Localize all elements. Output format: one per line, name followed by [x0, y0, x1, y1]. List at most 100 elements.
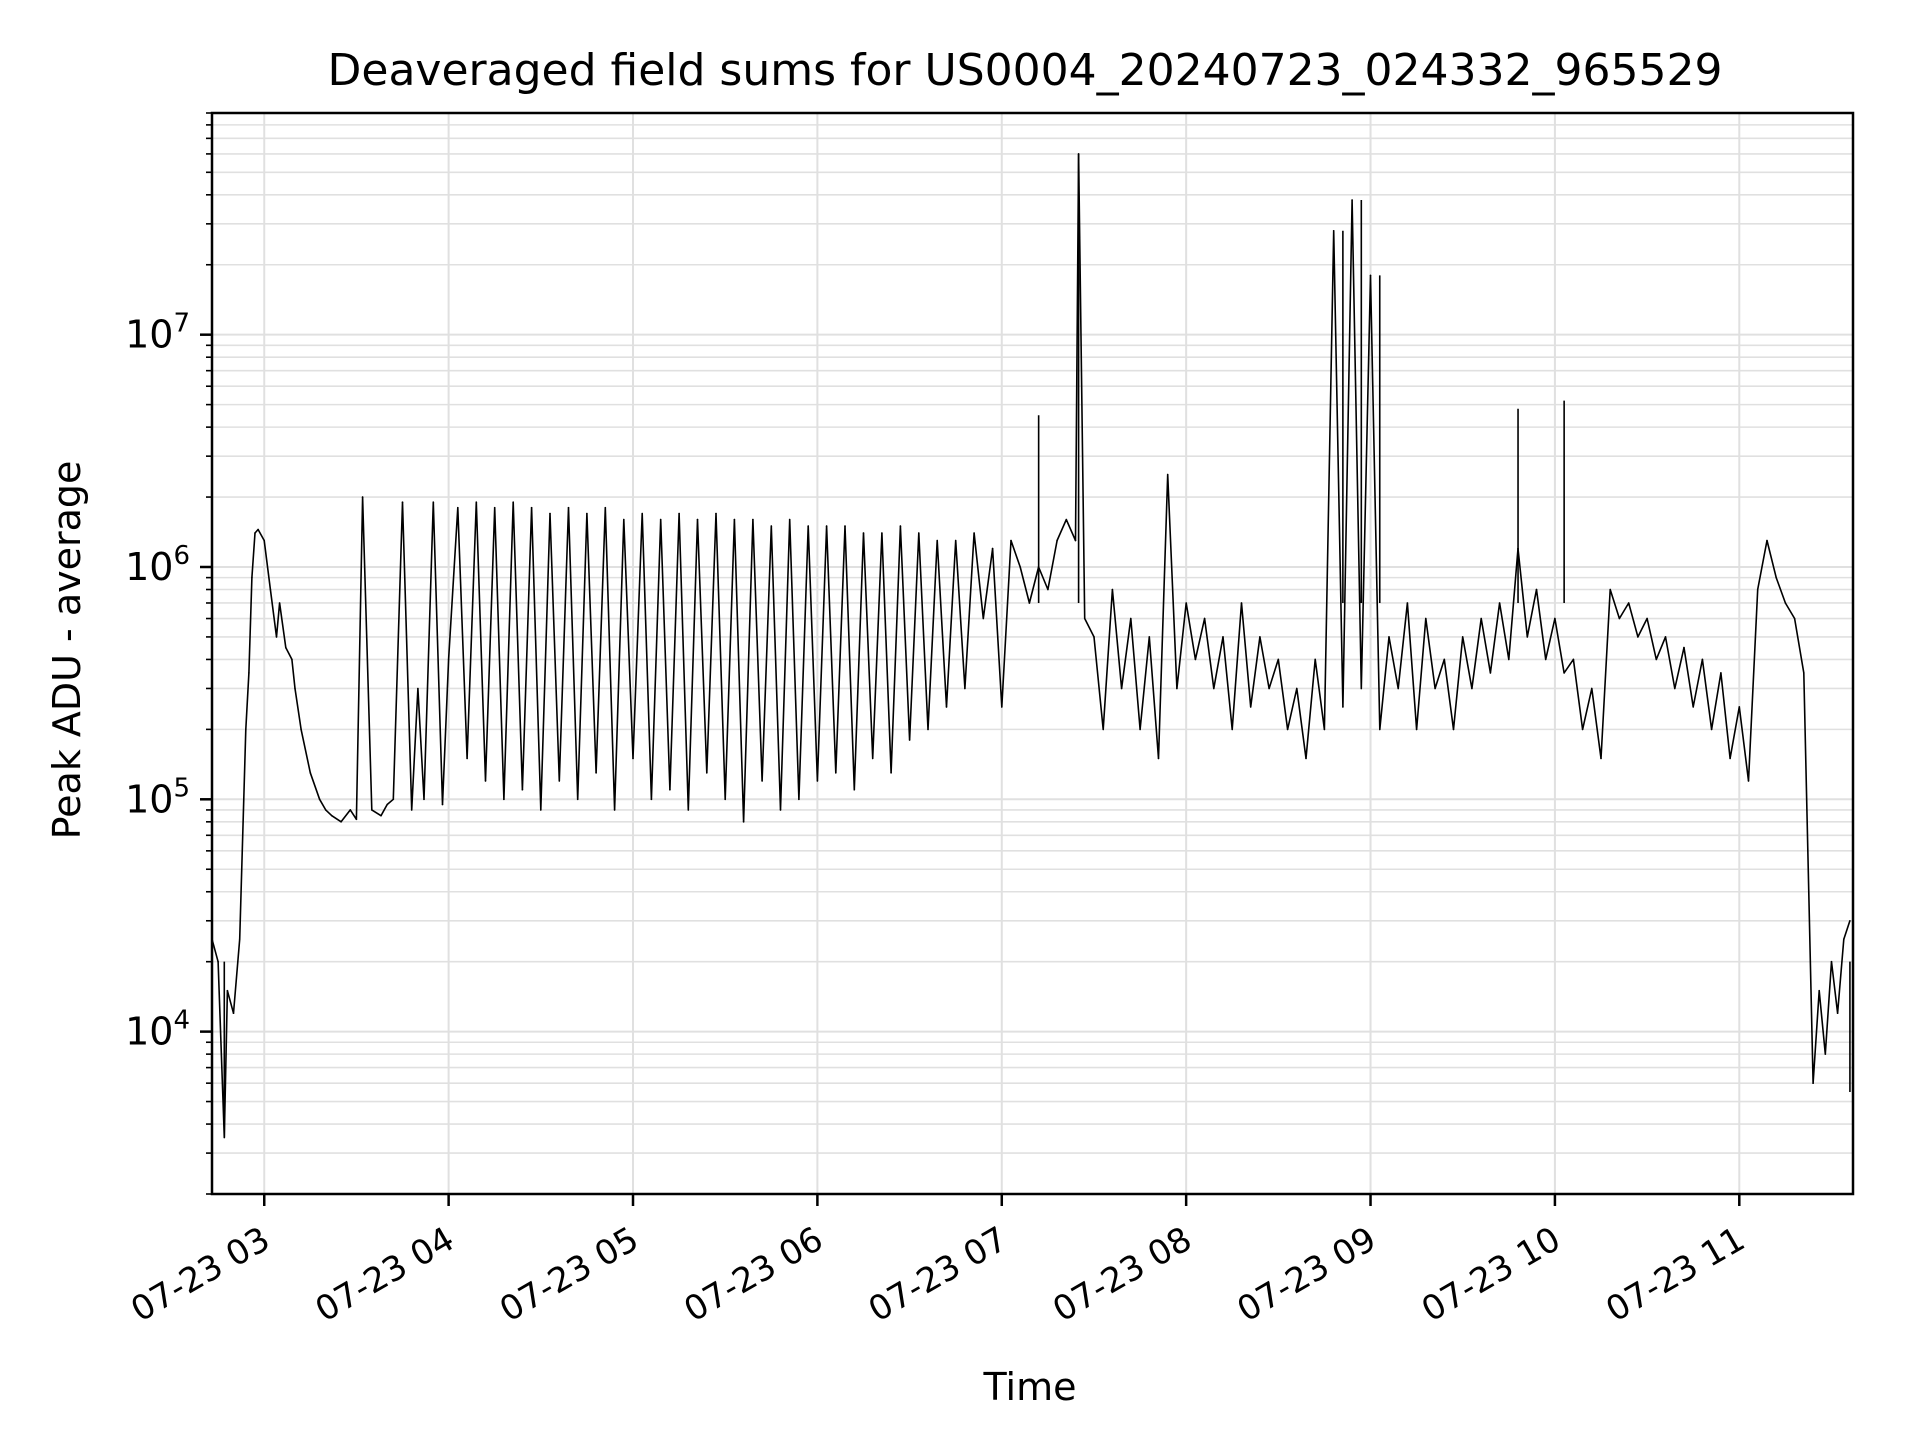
data-point — [392, 798, 395, 801]
data-point — [1526, 636, 1529, 638]
data-point — [1600, 757, 1602, 760]
data-point — [1268, 687, 1270, 690]
data-point — [1120, 687, 1123, 690]
data-point — [309, 772, 312, 774]
data-point — [1554, 617, 1556, 620]
data-point — [1664, 636, 1667, 638]
data-point — [586, 512, 588, 515]
chart-title: Deaveraged field sums for US0004_2024072… — [328, 45, 1723, 96]
data-point — [1793, 617, 1796, 620]
data-point — [1185, 602, 1187, 604]
data-point — [973, 532, 975, 534]
data-point — [706, 772, 708, 774]
data-point — [659, 518, 662, 521]
data-point — [1111, 588, 1114, 591]
data-point — [779, 809, 782, 811]
data-point — [1001, 706, 1003, 708]
data-point — [1655, 658, 1658, 661]
data-point — [263, 539, 266, 542]
data-point — [1369, 274, 1372, 277]
data-point — [761, 780, 763, 782]
data-point — [1425, 617, 1427, 620]
data-point — [269, 588, 272, 591]
data-point — [1812, 1082, 1814, 1084]
data-point — [493, 506, 496, 509]
y-tick-label-exponent: 7 — [173, 309, 190, 339]
data-point — [401, 501, 404, 504]
data-point — [687, 809, 690, 811]
data-point — [632, 757, 634, 760]
data-point — [1646, 617, 1648, 620]
plot-area — [210, 111, 1855, 1196]
data-point — [248, 672, 250, 674]
data-point — [1083, 617, 1086, 620]
data-point — [669, 788, 671, 791]
data-point — [1701, 658, 1704, 661]
data-point — [1213, 687, 1215, 690]
data-point — [733, 518, 736, 521]
data-point — [1074, 539, 1077, 542]
data-point — [853, 788, 856, 791]
data-point — [423, 798, 425, 801]
y-tick-label: 105 — [125, 773, 190, 821]
data-point — [1461, 636, 1464, 638]
data-point — [1397, 687, 1399, 690]
data-point — [410, 809, 413, 811]
data-point — [226, 989, 229, 992]
data-point — [1443, 658, 1446, 661]
data-point — [251, 576, 253, 579]
data-point — [1222, 636, 1224, 638]
series-layer — [211, 153, 1851, 1139]
data-point — [1231, 728, 1233, 731]
data-point — [1480, 617, 1482, 620]
x-axis-label: Time — [983, 1365, 1077, 1409]
data-point — [238, 938, 241, 940]
data-point — [1010, 539, 1012, 542]
data-point — [1434, 687, 1436, 690]
data-point — [1849, 920, 1851, 922]
data-point — [1683, 646, 1685, 649]
data-point — [1286, 728, 1289, 731]
data-point — [1360, 687, 1363, 690]
y-tick-label-base: 10 — [125, 777, 173, 821]
data-point — [1637, 636, 1639, 638]
data-point — [696, 518, 699, 521]
data-point — [386, 803, 389, 806]
data-point — [1738, 706, 1741, 708]
data-point — [291, 658, 293, 661]
data-point — [466, 757, 468, 760]
data-point — [1296, 687, 1298, 690]
y-tick-label: 107 — [125, 309, 190, 357]
data-point — [475, 501, 478, 504]
data-point — [862, 532, 865, 534]
data-point — [1747, 780, 1750, 782]
data-point — [1572, 658, 1575, 661]
data-point — [1259, 636, 1261, 638]
data-point — [318, 798, 321, 801]
data-point — [1277, 658, 1280, 661]
data-point — [807, 525, 809, 527]
data-point — [1019, 566, 1021, 568]
data-point — [1508, 658, 1510, 661]
data-point — [650, 798, 653, 801]
data-point — [1249, 706, 1252, 708]
data-point — [1766, 539, 1768, 542]
data-point — [623, 518, 625, 521]
data-point — [1452, 728, 1455, 731]
y-tick-label-base: 10 — [125, 545, 173, 589]
data-point — [908, 739, 911, 741]
data-point — [380, 814, 382, 817]
data-point — [232, 1012, 235, 1014]
data-point — [1803, 672, 1805, 674]
data-point — [567, 506, 570, 509]
data-point — [275, 636, 278, 638]
data-point — [1139, 728, 1141, 731]
y-axis-label: Peak ADU - average — [45, 461, 89, 840]
data-point — [371, 809, 373, 811]
y-tick-label-base: 10 — [125, 1010, 173, 1054]
data-point — [1130, 617, 1132, 620]
data-point — [1544, 658, 1547, 661]
data-point — [613, 809, 616, 811]
data-point — [881, 532, 883, 534]
